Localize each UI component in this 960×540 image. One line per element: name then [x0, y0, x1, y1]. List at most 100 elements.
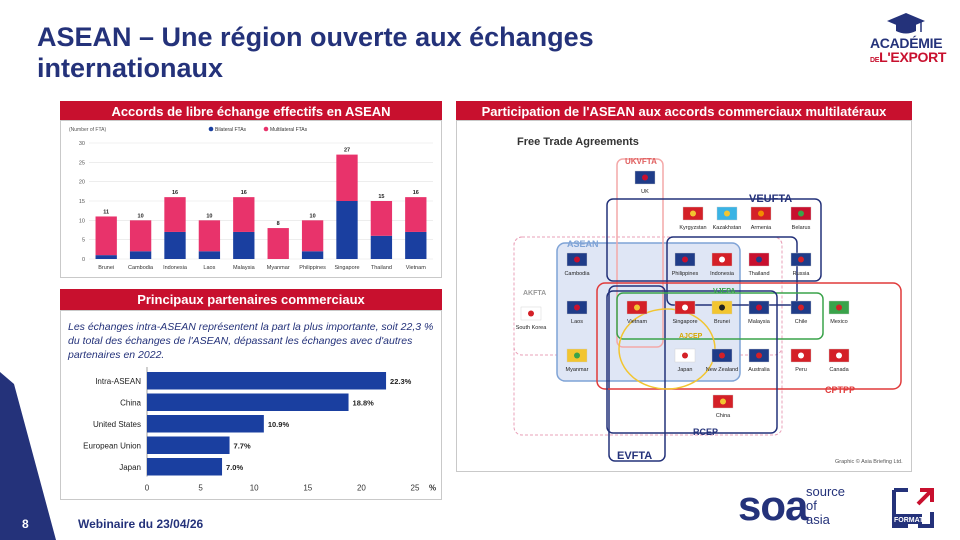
- fta-category-label: Laos: [203, 265, 215, 271]
- flag-emblem: [574, 304, 580, 311]
- veufta-label: VEUFTA: [749, 193, 792, 205]
- country-label: Belarus: [792, 225, 811, 231]
- flag-emblem: [574, 256, 580, 263]
- ukvfta-label: UKVFTA: [625, 157, 657, 166]
- fta-category-label: Brunei: [98, 265, 114, 271]
- fta-y-tick: 30: [79, 141, 85, 147]
- ajcep-label: AJCEP: [679, 333, 703, 340]
- country-label: Japan: [678, 367, 693, 373]
- fta-y-tick: 5: [82, 238, 85, 244]
- fta-bar-segment: [233, 231, 255, 259]
- country-label: Brunei: [714, 319, 730, 325]
- country-japan: Japan: [674, 348, 696, 373]
- country-armenia: Armenia: [751, 206, 772, 231]
- country-south-korea: South Korea: [516, 306, 547, 331]
- country-label: Australia: [748, 367, 770, 373]
- venn-countries: UK Kyrgyzstan Kazakhstan Armenia Belarus Camb…: [516, 170, 850, 419]
- country-vietnam: Vietnam: [626, 300, 647, 325]
- country-kazakhstan: Kazakhstan: [713, 206, 741, 231]
- fta-bar-segment: [129, 251, 152, 259]
- flag-emblem: [798, 352, 804, 359]
- fta-category-label: Vietnam: [406, 265, 426, 271]
- country-myanmar: Myanmar: [566, 348, 589, 373]
- fta-total-label: 16: [413, 190, 419, 196]
- country-label: Philippines: [672, 271, 699, 277]
- fta-bar-segment: [198, 251, 221, 259]
- fta-total-label: 15: [378, 194, 384, 200]
- slide-title: ASEAN – Une région ouverte aux échanges …: [37, 22, 737, 84]
- country-label: Peru: [795, 367, 807, 373]
- country-brunei: Brunei: [711, 300, 733, 325]
- flag-emblem: [756, 352, 762, 359]
- country-kyrgyzstan: Kyrgyzstan: [679, 206, 707, 231]
- fta-bar-segment: [336, 201, 358, 259]
- flag-emblem: [724, 210, 730, 217]
- flag-emblem: [758, 210, 764, 217]
- ukvfta-region: [616, 158, 664, 348]
- country-singapore: Singapore: [672, 300, 698, 325]
- fta-total-label: 10: [206, 213, 212, 219]
- country-label: Thailand: [748, 271, 769, 277]
- fta-category-label: Singapore: [334, 265, 359, 271]
- fta-bar-segment: [267, 228, 289, 259]
- fta-bar-segment: [370, 201, 393, 236]
- fta-legend-swatch: [263, 126, 269, 132]
- country-label: Vietnam: [627, 319, 647, 325]
- flag-emblem: [682, 256, 688, 263]
- fta-bar-segment: [95, 255, 117, 259]
- flag-emblem: [719, 352, 725, 359]
- fta-y-label: (Number of FTA): [69, 127, 106, 133]
- country-russia: Russia: [790, 252, 812, 277]
- flag-emblem: [719, 256, 725, 263]
- academie-logo-line2: DEL'EXPORT: [870, 49, 947, 65]
- partners-chart-panel: Intra-ASEAN 22.3% China 18.8% United States 1…: [60, 310, 442, 500]
- flag-emblem: [836, 352, 842, 359]
- partners-value-label: 22.3%: [390, 377, 412, 386]
- partners-x-tick: 25: [411, 484, 420, 493]
- fta-bar-segment: [405, 197, 427, 232]
- flag-emblem: [690, 210, 696, 217]
- fta-bar-segment: [336, 154, 358, 201]
- flag-emblem: [756, 304, 762, 311]
- partners-bar: [147, 415, 264, 433]
- fta-bar-segment: [198, 220, 221, 252]
- fta-venn-diagram: Free Trade Agreements UKVFTA VEUFTA ASEA…: [513, 136, 903, 465]
- fta-total-label: 10: [138, 213, 144, 219]
- country-label: China: [716, 413, 731, 419]
- fta-legend-label: Bilateral FTAs: [215, 127, 247, 133]
- country-peru: Peru: [790, 348, 812, 373]
- flag-emblem: [719, 304, 725, 311]
- partners-x-tick: 15: [303, 484, 312, 493]
- flag-emblem: [798, 304, 804, 311]
- soa-logo-text: source of asia: [806, 484, 846, 527]
- page-number: 8: [22, 517, 29, 531]
- venn-credit: Graphic © Asia Briefing Ltd.: [835, 458, 903, 465]
- country-label: New Zealand: [706, 367, 738, 373]
- fta-category-label: Malaysia: [233, 265, 256, 271]
- partners-x-tick: 5: [198, 484, 203, 493]
- partners-bar: [147, 393, 349, 411]
- partners-bar: [147, 436, 230, 454]
- partners-x-unit: %: [429, 484, 436, 493]
- fta-y-tick: 25: [79, 160, 85, 166]
- country-label: Chile: [795, 319, 808, 325]
- cptpp-label: CPTPP: [825, 385, 855, 395]
- flag-emblem: [682, 304, 688, 311]
- country-china: China: [712, 394, 734, 419]
- country-philippines: Philippines: [672, 252, 699, 277]
- country-label: Kyrgyzstan: [679, 225, 706, 231]
- fta-y-tick: 15: [79, 199, 85, 205]
- fta-bar-chart: (Number of FTA) 0 5 10 15 20 25 30 Bilateral FTA…: [69, 126, 433, 271]
- fta-bar-segment: [95, 216, 117, 256]
- fta-bar-segment: [405, 231, 427, 259]
- fta-bar-segment: [301, 220, 324, 252]
- fta-total-label: 16: [172, 190, 178, 196]
- country-label: Mexico: [830, 319, 847, 325]
- partners-bar: [147, 372, 387, 390]
- academie-export-logo: ACADÉMIE DEL'EXPORT: [870, 12, 947, 82]
- fta-y-tick: 0: [82, 257, 85, 263]
- flag-emblem: [634, 304, 640, 311]
- country-new-zealand: New Zealand: [706, 348, 738, 373]
- fta-panel-header: Accords de libre échange effectifs en AS…: [60, 101, 442, 123]
- flag-emblem: [642, 174, 648, 181]
